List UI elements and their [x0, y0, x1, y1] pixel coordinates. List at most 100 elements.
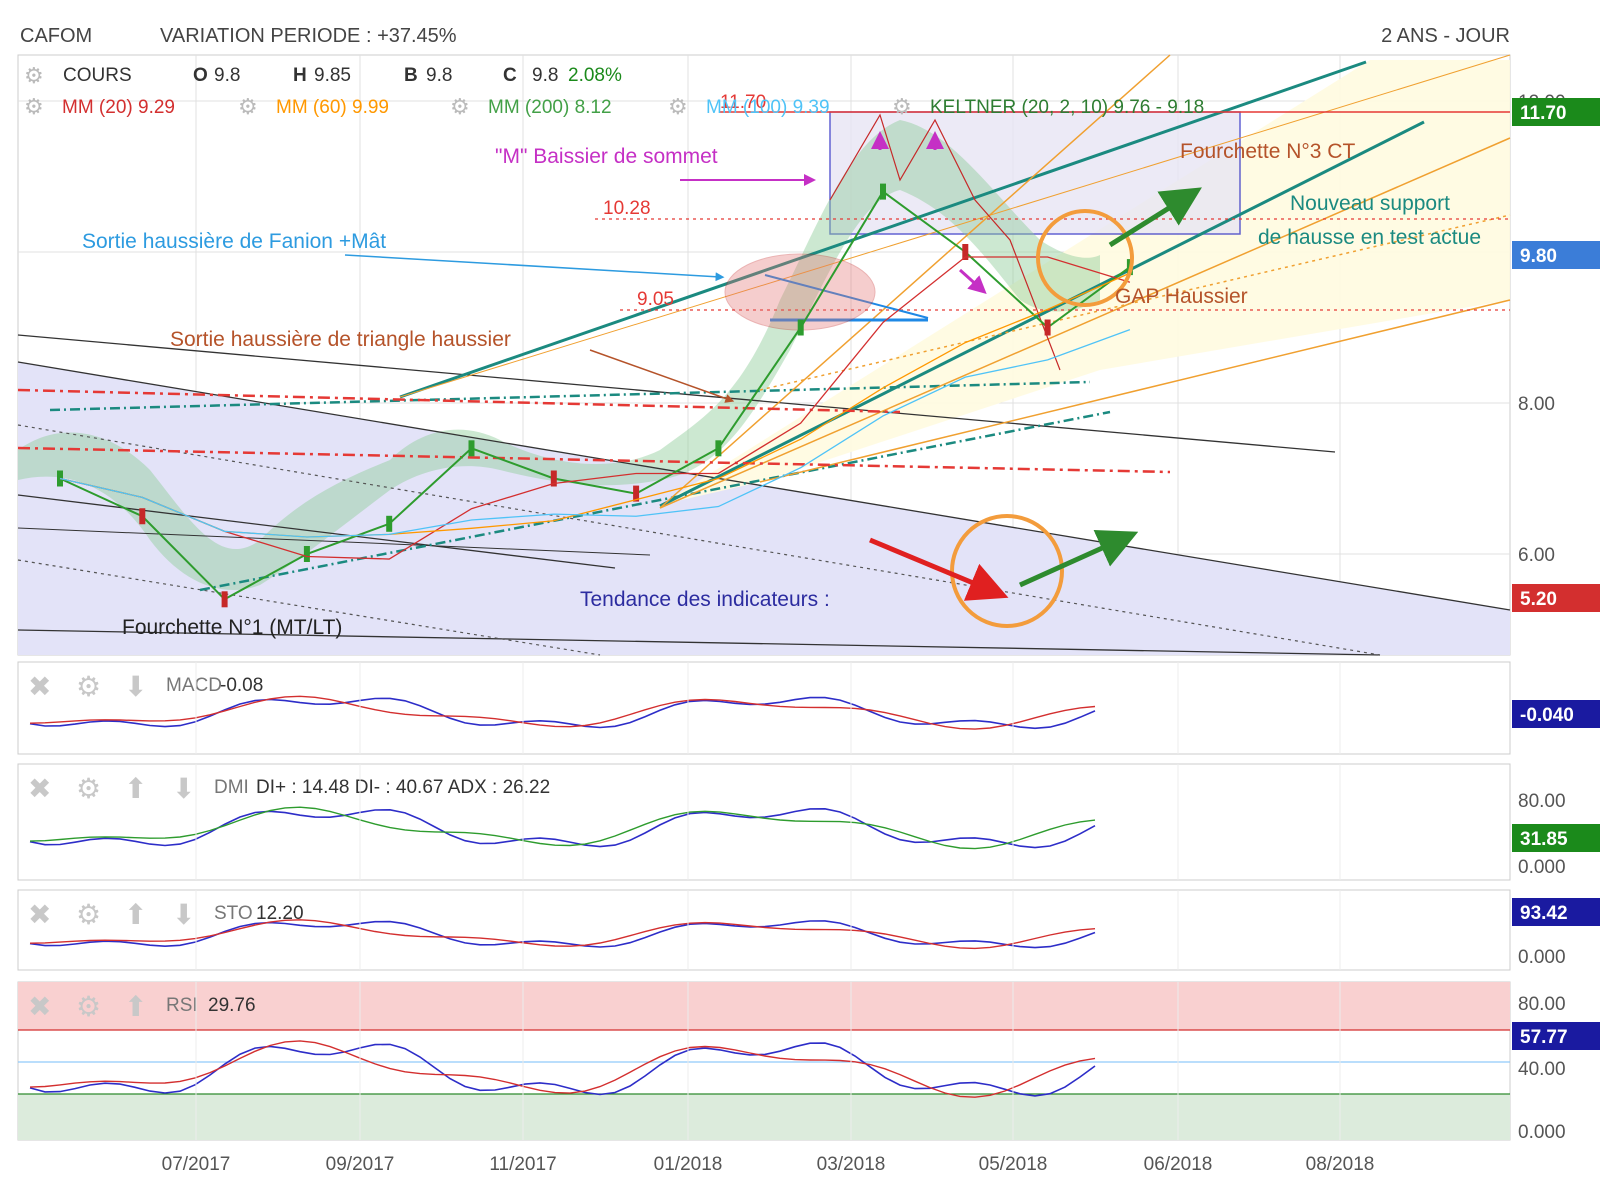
move-down-icon[interactable]: ⬇ — [124, 671, 147, 702]
dmi-value: DI+ : 14.48 DI- : 40.67 ADX : 26.22 — [256, 777, 550, 798]
keltner-band — [18, 120, 1100, 590]
move-down-icon[interactable]: ⬇ — [172, 773, 195, 804]
gear-icon[interactable]: ⚙ — [76, 773, 101, 804]
gear-icon[interactable]: ⚙ — [24, 63, 44, 88]
rsi-line-2 — [29, 1040, 1096, 1098]
ohlc-c-value: 9.8 — [532, 65, 558, 86]
rsi-tick: 0.000 — [1518, 1122, 1566, 1143]
gear-icon[interactable]: ⚙ — [668, 94, 688, 119]
change-percent: 2.08% — [568, 65, 622, 86]
rsi-tick: 80.00 — [1518, 994, 1566, 1015]
annot-nouveau-support: Nouveau support — [1290, 192, 1450, 215]
close-icon[interactable]: ✖ — [28, 899, 51, 930]
price-candle — [633, 485, 640, 502]
annot-triangle: Sortie haussière de triangle haussier — [170, 328, 511, 351]
rsi-panel: ✖ ⚙ ⬆ RSI 29.76 57.77 80.00 40.00 0.000 — [17, 981, 1600, 1143]
close-icon[interactable]: ✖ — [28, 773, 51, 804]
gear-icon[interactable]: ⚙ — [892, 94, 912, 119]
ohlc-o-key: O — [193, 65, 208, 86]
gear-icon[interactable]: ⚙ — [76, 671, 101, 702]
price-line — [59, 190, 1131, 601]
indicator-trend-circle — [950, 514, 1064, 628]
level-9-05: 9.05 — [637, 289, 674, 310]
legend-label: MM (20) 9.29 — [62, 97, 175, 118]
price-badge-value: 11.70 — [1520, 103, 1567, 124]
dmi-badge-value: 31.85 — [1520, 829, 1568, 850]
sto-badge-bg — [1512, 898, 1600, 926]
trend-lines — [17, 54, 1511, 656]
arrow-m-valley — [958, 268, 987, 295]
close-icon[interactable]: ✖ — [28, 991, 51, 1022]
legend-cours: ⚙ COURS O 9.8 H 9.85 B 9.8 C 9.8 2.08% — [24, 63, 622, 88]
x-tick-label: 08/2018 — [1306, 1154, 1375, 1175]
legend-item: ⚙ MM (60) 9.99 — [238, 94, 389, 119]
dmi-panel-bg — [17, 763, 1511, 881]
sto-panel: ✖ ⚙ ⬆ ⬇ STO 12.20 93.42 0.000 — [17, 889, 1600, 971]
gear-icon[interactable]: ⚙ — [76, 991, 101, 1022]
price-badge-bg — [1512, 241, 1600, 269]
dmi-label: DMI — [214, 777, 249, 798]
dmi-line-1 — [29, 807, 1096, 849]
move-up-icon[interactable]: ⬆ — [124, 991, 147, 1022]
ohlc-c-key: C — [503, 65, 517, 86]
annot-fourchette-1: Fourchette N°1 (MT/LT) — [122, 616, 342, 639]
gear-icon[interactable]: ⚙ — [238, 94, 258, 119]
x-tick-label: 05/2018 — [979, 1154, 1048, 1175]
rsi-value: 29.76 — [208, 995, 256, 1016]
sto-value: 12.20 — [256, 903, 304, 924]
sto-label: STO — [214, 903, 253, 924]
rsi-tick: 40.00 — [1518, 1059, 1566, 1080]
ohlc-h-value: 9.85 — [314, 65, 351, 86]
macd-badge-value: -0.040 — [1520, 705, 1574, 726]
moving-average-line — [59, 329, 1131, 538]
price-candle — [880, 183, 886, 200]
macd-panel: ✖ ⚙ ⬇ MACD-0.08 -0.040 — [17, 661, 1600, 755]
x-tick-label: 09/2017 — [326, 1154, 395, 1175]
legend-item: ⚙ MM (100) 9.39 — [668, 94, 830, 119]
x-tick-label: 07/2017 — [162, 1154, 231, 1175]
price-badge-value: 5.20 — [1520, 589, 1557, 610]
price-badge-bg — [1512, 98, 1600, 126]
rsi-oversold-zone — [18, 1094, 1510, 1140]
dmi-tick: 0.000 — [1518, 857, 1566, 878]
fourchette-1-fill — [18, 362, 1510, 655]
macd-line-2 — [29, 695, 1096, 730]
arrow-up-main — [1108, 187, 1202, 248]
annot-hausse-test: de hausse en test actue — [1258, 226, 1481, 249]
price-candle — [303, 546, 310, 562]
sto-panel-bg — [17, 889, 1511, 971]
macd-line-1 — [29, 696, 1096, 730]
gear-icon[interactable]: ⚙ — [24, 94, 44, 119]
arrow-triangle — [589, 349, 735, 403]
annot-m-baissier: "M" Baissier de sommet — [495, 145, 718, 168]
price-candle — [221, 591, 228, 608]
legend-item: ⚙ MM (200) 8.12 — [450, 94, 612, 119]
price-badge-value: 9.80 — [1520, 246, 1557, 267]
gear-icon[interactable]: ⚙ — [450, 94, 470, 119]
rsi-line-1 — [29, 1042, 1096, 1097]
rsi-overbought-zone — [18, 982, 1510, 1030]
move-down-icon[interactable]: ⬇ — [172, 899, 195, 930]
ohlc-b-value: 9.8 — [426, 65, 452, 86]
price-candle — [962, 244, 969, 260]
period-label[interactable]: 2 ANS - JOUR — [1381, 25, 1510, 47]
sto-line-1 — [29, 920, 1096, 949]
rsi-badge-value: 57.77 — [1520, 1027, 1568, 1048]
move-up-icon[interactable]: ⬆ — [124, 899, 147, 930]
ticker-label: CAFOM — [20, 25, 92, 47]
arrow-indicator-up — [1018, 529, 1139, 588]
pennant-highlight — [724, 253, 876, 331]
rsi-label: RSI — [166, 995, 198, 1016]
macd-label: MACD — [166, 675, 222, 696]
gear-icon[interactable]: ⚙ — [76, 899, 101, 930]
x-tick-label: 01/2018 — [654, 1154, 723, 1175]
y-tick-label: 8.00 — [1518, 394, 1555, 415]
price-candle — [797, 319, 804, 336]
macd-badge-bg — [1512, 700, 1600, 728]
close-icon[interactable]: ✖ — [28, 671, 51, 702]
price-candle — [468, 440, 475, 457]
annot-fourchette-3: Fourchette N°3 CT — [1180, 140, 1355, 163]
price-candle — [139, 508, 146, 525]
move-up-icon[interactable]: ⬆ — [124, 773, 147, 804]
